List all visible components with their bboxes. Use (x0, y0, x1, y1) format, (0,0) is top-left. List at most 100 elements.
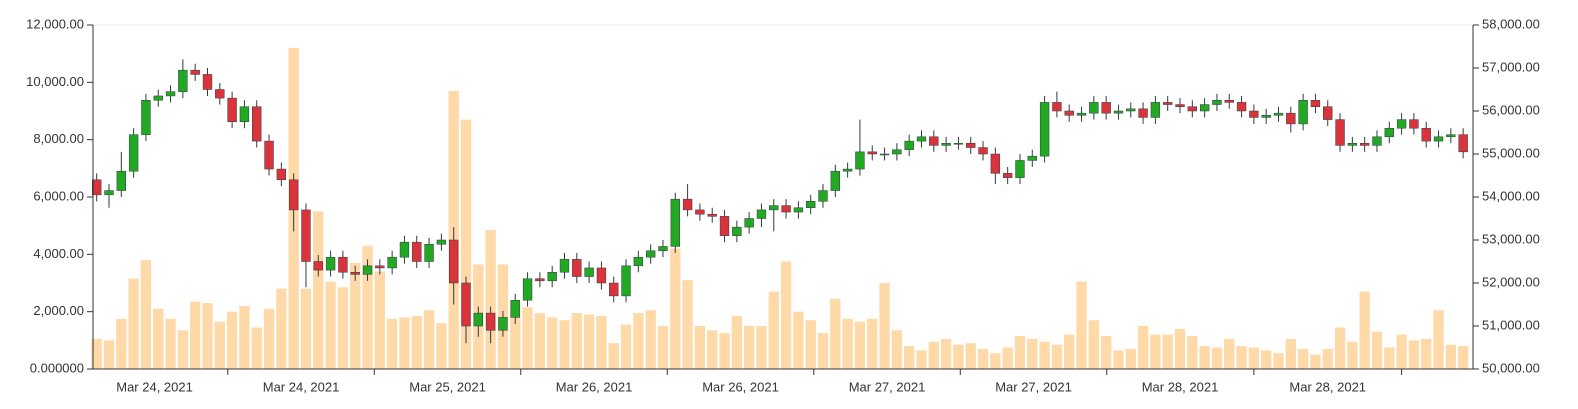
candle-body (1433, 136, 1444, 142)
volume-bar (756, 326, 767, 369)
volume-bar (1248, 347, 1260, 369)
candle-body (485, 312, 496, 331)
candle-body (1286, 112, 1296, 125)
y-tick-label: 10,000.00 (26, 74, 84, 89)
volume-bar (214, 321, 225, 369)
volume-bar (682, 280, 693, 369)
volume-bar (965, 343, 976, 369)
candle-body (855, 151, 865, 170)
candle-body (879, 153, 890, 156)
volume-bar (350, 262, 361, 369)
y2-tick-label: 53,000.00 (1482, 231, 1540, 246)
volume-bar (1039, 341, 1050, 369)
candle-body (1347, 143, 1358, 146)
candle-body (1163, 102, 1173, 105)
candle-body (892, 149, 902, 155)
volume-bar (719, 333, 730, 369)
volume-bar (977, 348, 989, 369)
volume-bar (239, 305, 250, 369)
candle-body (128, 134, 139, 172)
volume-bar (1273, 353, 1284, 369)
volume-bar (694, 326, 706, 369)
candle-body (719, 216, 730, 236)
candle-body (1212, 100, 1222, 105)
volume-bar (460, 119, 472, 369)
x-tick-label: Mar 26, 2021 (702, 379, 779, 394)
candle-body (1064, 110, 1074, 116)
y-tick-label: 12,000.00 (26, 16, 84, 31)
candle-body (1015, 160, 1025, 178)
y2-tick-label: 54,000.00 (1482, 188, 1540, 203)
volume-bar (1334, 327, 1346, 369)
volume-bar (1162, 334, 1173, 369)
candle-body (325, 256, 336, 271)
candle-body (867, 151, 877, 155)
volume-bar (854, 321, 866, 369)
candle-body (1458, 134, 1468, 153)
volume-bar (583, 314, 595, 369)
volume-bar (805, 320, 816, 369)
candle-body (1273, 112, 1284, 116)
candle-body (449, 239, 459, 284)
candle-body (1310, 100, 1321, 107)
volume-bar (904, 346, 915, 369)
y2-tick-label: 50,000.00 (1482, 360, 1540, 375)
candle-body (966, 143, 976, 148)
candle-body (510, 299, 520, 318)
volume-bar (300, 288, 312, 369)
candle-body (633, 256, 644, 267)
candle-body (670, 198, 680, 247)
volume-bar (91, 338, 102, 369)
volume-bar (1064, 334, 1075, 369)
volume-bar (842, 318, 853, 369)
x-tick-label: Mar 27, 2021 (995, 379, 1072, 394)
candle-body (621, 265, 631, 297)
candle-body (1089, 102, 1099, 114)
volume-bar (768, 291, 779, 369)
candle-body (202, 74, 213, 90)
volume-bar (362, 245, 373, 369)
x-tick-label: Mar 28, 2021 (1142, 379, 1219, 394)
candle-body (1076, 112, 1087, 116)
candle-body (769, 205, 779, 211)
volume-bar (337, 287, 349, 369)
volume-bar (1236, 346, 1247, 369)
candle-body (461, 282, 471, 327)
candle-body (153, 95, 163, 101)
volume-bar (620, 324, 632, 369)
candle-body (473, 312, 483, 327)
candle-body (276, 168, 287, 181)
candle-body (1372, 136, 1382, 146)
candle-body (904, 140, 914, 150)
volume-bar (1433, 310, 1444, 369)
candle-body (338, 256, 348, 273)
candle-body (264, 140, 274, 170)
volume-bar (1396, 334, 1407, 369)
candle-body (1446, 134, 1456, 138)
y-tick-label: 2,000.00 (33, 303, 84, 318)
candle-body (596, 267, 607, 284)
volume-bar (657, 326, 669, 369)
candle-body (744, 218, 754, 228)
candle-body (645, 250, 656, 258)
volume-bar (374, 271, 386, 369)
volume-bar (399, 317, 410, 369)
candle-body (301, 209, 311, 262)
candle-body (1101, 102, 1111, 114)
volume-bar (1371, 331, 1383, 369)
candle-body (1175, 104, 1185, 107)
candle-body (1199, 104, 1210, 112)
candle-body (842, 168, 853, 172)
volume-bar (1076, 281, 1087, 369)
volume-bar (276, 288, 287, 369)
volume-bar (251, 327, 262, 369)
volume-bar (1261, 350, 1272, 369)
volume-bar (263, 308, 275, 369)
candle-body (941, 143, 951, 146)
candle-body (522, 278, 533, 301)
candle-body (1409, 119, 1419, 129)
candle-body (313, 261, 323, 271)
volume-bar (608, 343, 619, 369)
candle-body (929, 136, 939, 146)
